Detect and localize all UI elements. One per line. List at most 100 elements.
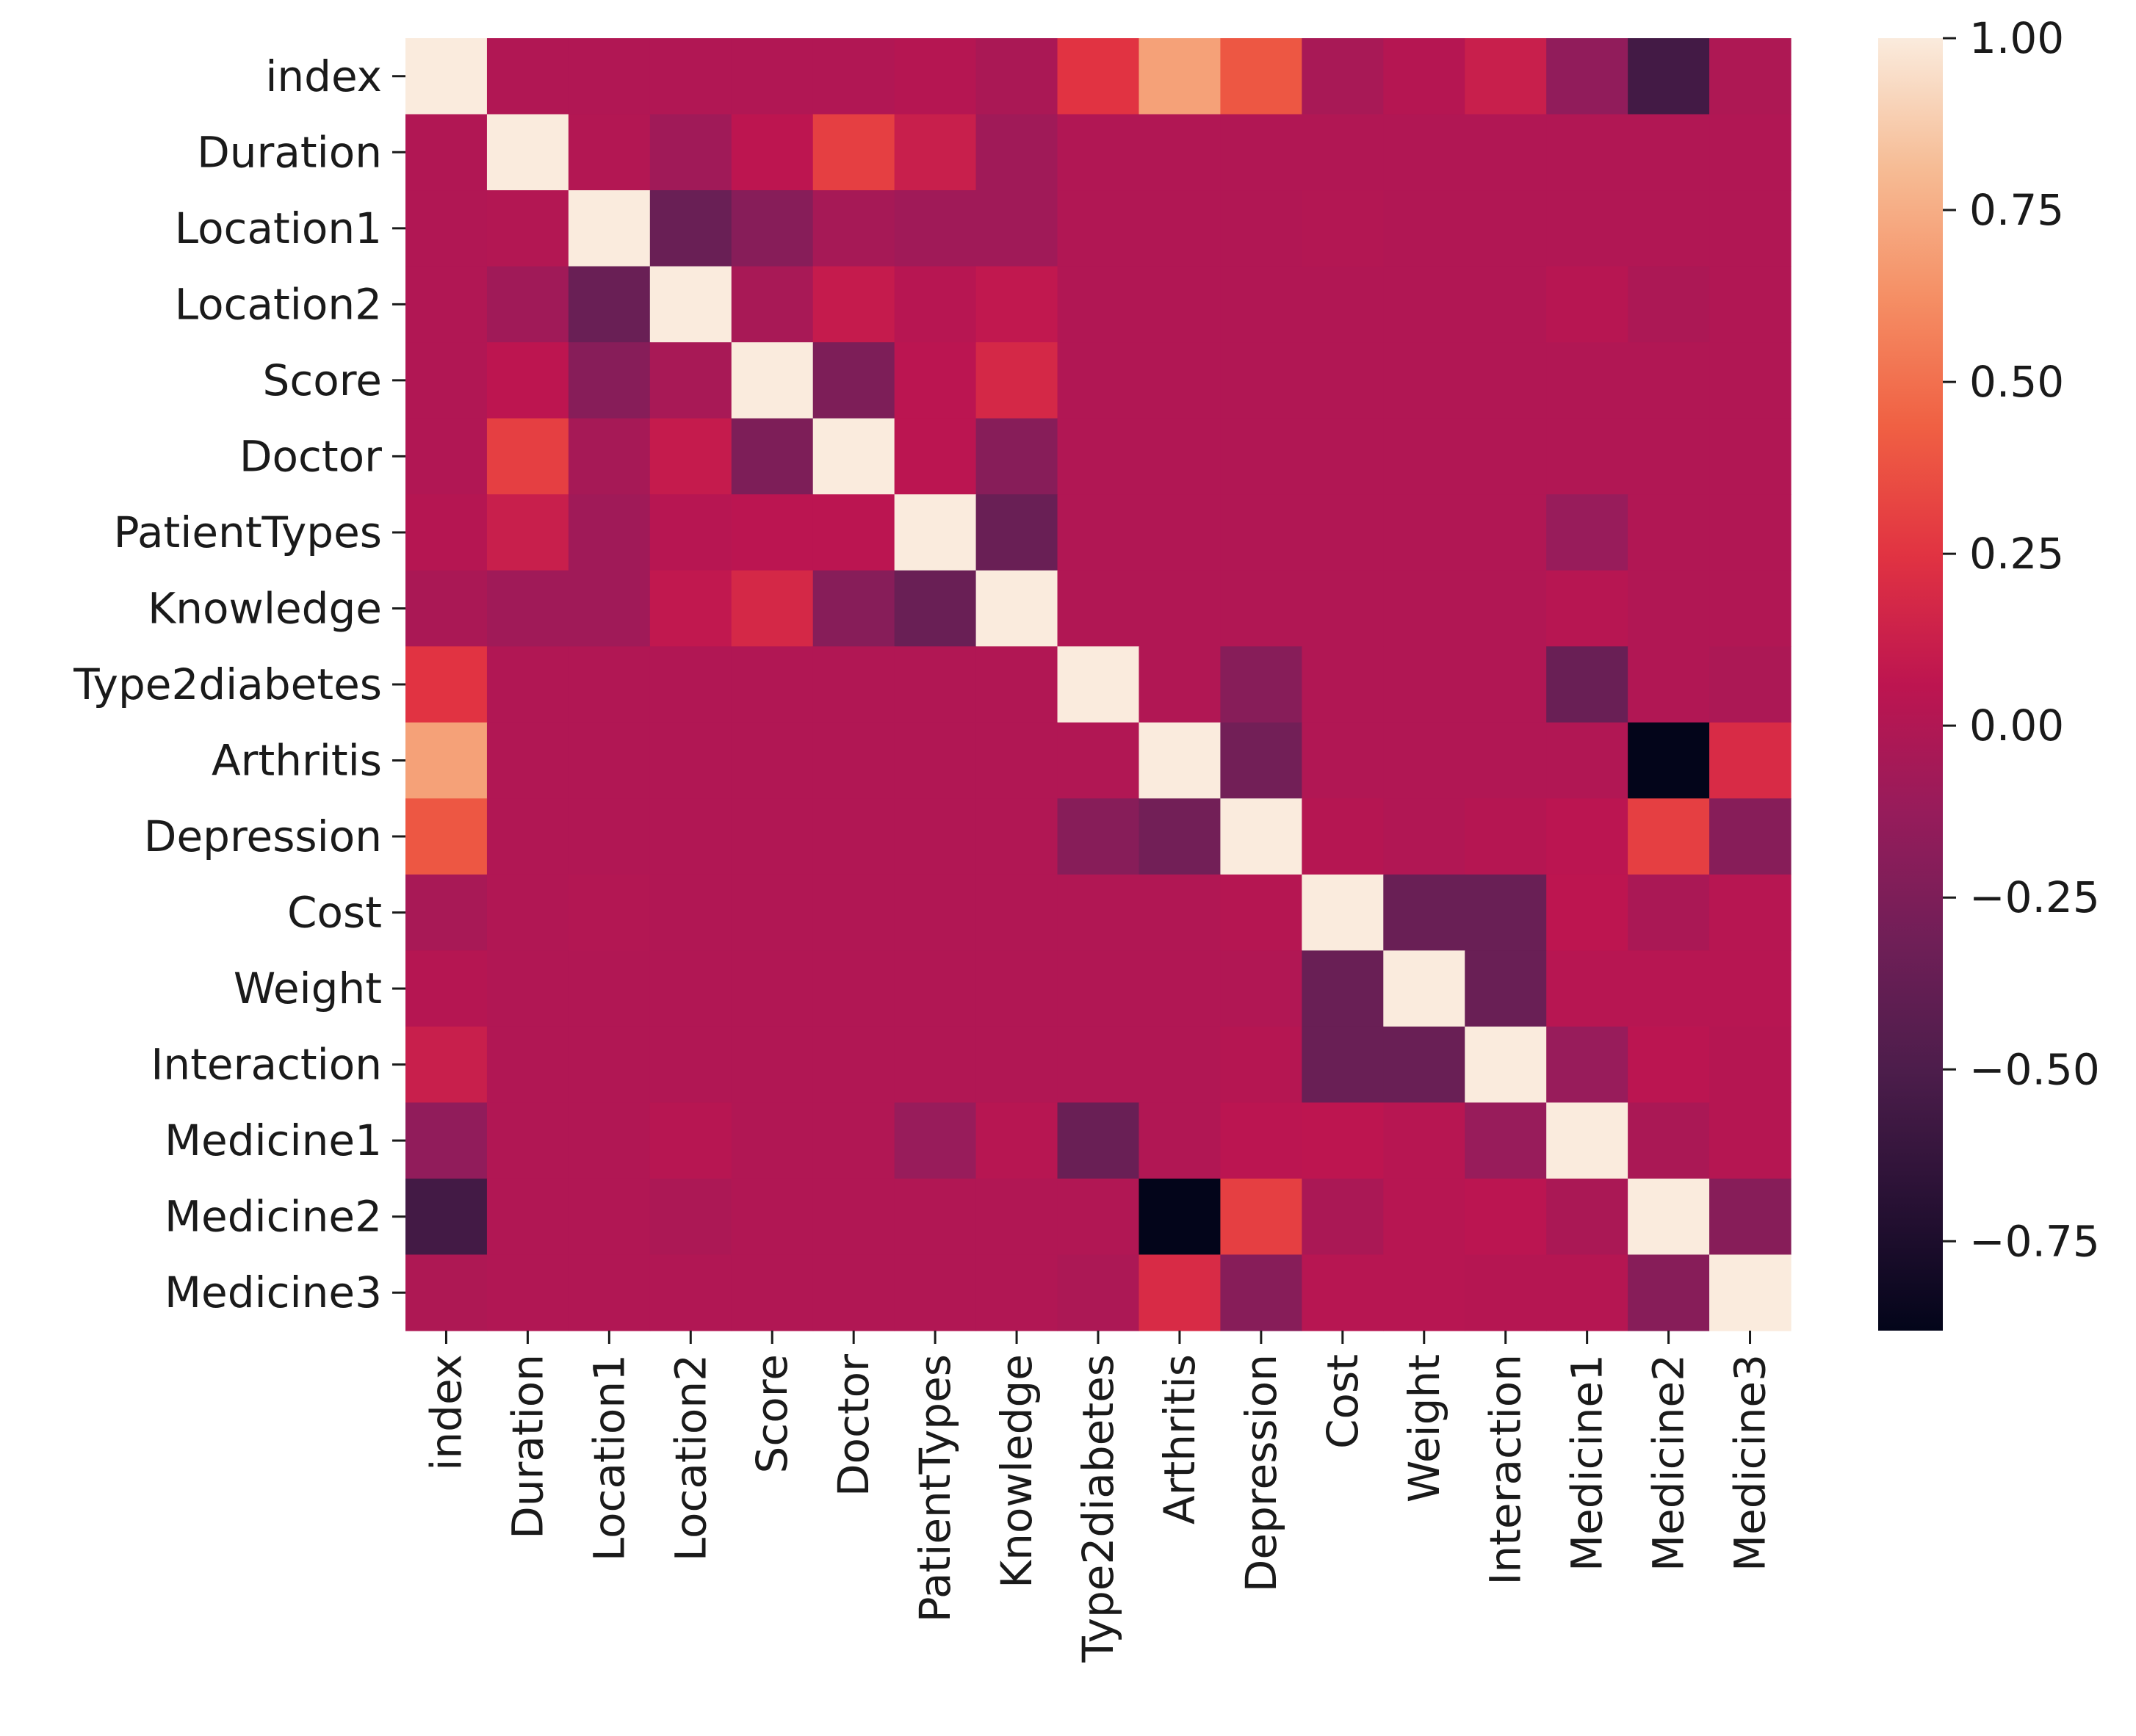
- heatmap-cell-Arthritis-index: [405, 722, 488, 799]
- y-tick-label-Duration: Duration: [197, 127, 382, 177]
- heatmap-cell-Doctor-Score: [731, 418, 814, 495]
- heatmap-cell-Medicine3-index: [405, 1254, 488, 1331]
- heatmap-cell-Medicine2-Knowledge: [975, 1178, 1058, 1256]
- heatmap-cell-Type2diabetes-Weight: [1383, 646, 1465, 723]
- heatmap-cell-Medicine3-Location1: [568, 1254, 651, 1331]
- y-tick-label-Doctor: Doctor: [239, 431, 382, 481]
- heatmap-cell-Doctor-Doctor: [812, 418, 895, 495]
- colorbar-tick-label: 0.00: [1969, 701, 2064, 751]
- heatmap-cell-Medicine3-Depression: [1220, 1254, 1302, 1331]
- heatmap-cell-Score-Location1: [568, 342, 651, 419]
- heatmap-cell-Medicine1-Duration: [486, 1102, 569, 1179]
- heatmap-cell-Depression-Score: [731, 798, 814, 875]
- heatmap-cell-Medicine3-Medicine3: [1709, 1254, 1792, 1331]
- heatmap-cell-PatientTypes-Arthritis: [1139, 494, 1222, 571]
- heatmap-cell-Weight-Medicine2: [1628, 950, 1710, 1027]
- heatmap-cell-Cost-Weight: [1383, 874, 1465, 951]
- heatmap-cell-index-Weight: [1383, 38, 1465, 115]
- heatmap-cell-Weight-Arthritis: [1139, 950, 1222, 1027]
- x-tick-label-Interaction: Interaction: [1481, 1354, 1531, 1585]
- heatmap-cell-Knowledge-Location1: [568, 570, 651, 647]
- x-tick-label-Cost: Cost: [1318, 1354, 1368, 1449]
- heatmap-cell-Score-index: [405, 342, 488, 419]
- heatmap-cell-Arthritis-Interaction: [1465, 722, 1547, 799]
- heatmap-cell-PatientTypes-Cost: [1302, 494, 1384, 571]
- heatmap-cell-Knowledge-Medicine2: [1628, 570, 1710, 647]
- heatmap-cell-Depression-Arthritis: [1139, 798, 1222, 875]
- heatmap-cell-Location2-Location2: [649, 266, 732, 343]
- heatmap-cell-Location2-Medicine2: [1628, 266, 1710, 343]
- colorbar: 1.00 0.75 0.50 0.25 0.00 −0.25 −0.50 −0.75: [1878, 13, 2100, 1331]
- heatmap-cell-PatientTypes-Location1: [568, 494, 651, 571]
- heatmap-cell-Location2-Interaction: [1465, 266, 1547, 343]
- heatmap-cell-Weight-Location2: [649, 950, 732, 1027]
- y-tick-label-index: index: [265, 51, 382, 101]
- heatmap-cell-Location1-Arthritis: [1139, 190, 1222, 267]
- heatmap-cell-Medicine2-Location1: [568, 1178, 651, 1256]
- heatmap-cell-Medicine3-Type2diabetes: [1057, 1254, 1140, 1331]
- y-tick-label-Weight: Weight: [234, 963, 382, 1013]
- heatmap-cell-Interaction-Medicine3: [1709, 1026, 1792, 1104]
- heatmap-cell-Arthritis-PatientTypes: [894, 722, 977, 799]
- heatmap-cell-Knowledge-Medicine1: [1546, 570, 1628, 647]
- heatmap-cell-Medicine2-Location2: [649, 1178, 732, 1256]
- colorbar-tick-label: −0.75: [1969, 1216, 2100, 1266]
- heatmap-cell-Doctor-Duration: [486, 418, 569, 495]
- heatmap-cell-Medicine2-Duration: [486, 1178, 569, 1256]
- x-tick-label-Medicine2: Medicine2: [1644, 1354, 1694, 1572]
- heatmap-cell-Location2-Knowledge: [975, 266, 1058, 343]
- heatmap-cell-Arthritis-Location2: [649, 722, 732, 799]
- heatmap-cell-Doctor-PatientTypes: [894, 418, 977, 495]
- heatmap-cell-Doctor-Depression: [1220, 418, 1302, 495]
- y-tick-label-Location2: Location2: [175, 279, 382, 329]
- y-tick-label-Interaction: Interaction: [151, 1040, 382, 1090]
- heatmap-cell-Score-Duration: [486, 342, 569, 419]
- heatmap-cell-Cost-Arthritis: [1139, 874, 1222, 951]
- heatmap-cell-Knowledge-Cost: [1302, 570, 1384, 647]
- heatmap-cell-Depression-Interaction: [1465, 798, 1547, 875]
- colorbar-tick-label: 0.25: [1969, 529, 2064, 579]
- heatmap-cell-Depression-Type2diabetes: [1057, 798, 1140, 875]
- heatmap-cell-index-Location2: [649, 38, 732, 115]
- heatmap-cell-Type2diabetes-Arthritis: [1139, 646, 1222, 723]
- heatmap-cell-Knowledge-Score: [731, 570, 814, 647]
- heatmap-cell-Score-Type2diabetes: [1057, 342, 1140, 419]
- heatmap-cell-Location2-Medicine3: [1709, 266, 1792, 343]
- x-tick-label-Medicine1: Medicine1: [1562, 1354, 1612, 1572]
- x-tick-label-Medicine3: Medicine3: [1725, 1354, 1775, 1572]
- heatmap-cell-Duration-Location2: [649, 114, 732, 191]
- heatmap-cell-Type2diabetes-Depression: [1220, 646, 1302, 723]
- heatmap-cell-Interaction-PatientTypes: [894, 1026, 977, 1104]
- y-axis-tick-labels: index Duration Location1 Location2 Score Doct…: [73, 51, 405, 1317]
- heatmap-cell-Arthritis-Weight: [1383, 722, 1465, 799]
- heatmap-cell-Weight-Type2diabetes: [1057, 950, 1140, 1027]
- heatmap-cell-Duration-Type2diabetes: [1057, 114, 1140, 191]
- heatmap-cell-Arthritis-Medicine3: [1709, 722, 1792, 799]
- x-tick-label-Score: Score: [747, 1354, 797, 1473]
- heatmap-cell-Location1-Weight: [1383, 190, 1465, 267]
- x-tick-label-Depression: Depression: [1236, 1354, 1286, 1592]
- y-tick-label-Arthritis: Arthritis: [212, 736, 382, 786]
- heatmap-cell-Cost-Type2diabetes: [1057, 874, 1140, 951]
- heatmap-cell-Medicine2-index: [405, 1178, 488, 1256]
- heatmap-cell-Depression-Cost: [1302, 798, 1384, 875]
- heatmap-cell-Cost-Depression: [1220, 874, 1302, 951]
- heatmap-cell-Location1-Location1: [568, 190, 651, 267]
- heatmap-cell-Depression-Medicine1: [1546, 798, 1628, 875]
- y-tick-label-Type2diabetes: Type2diabetes: [73, 659, 382, 709]
- heatmap-cell-Cost-Knowledge: [975, 874, 1058, 951]
- heatmap-cell-Duration-Doctor: [812, 114, 895, 191]
- y-tick-label-Medicine1: Medicine1: [165, 1115, 382, 1165]
- heatmap-cell-Interaction-Arthritis: [1139, 1026, 1222, 1104]
- x-tick-label-Arthritis: Arthritis: [1155, 1354, 1205, 1525]
- heatmap-cell-Duration-Location1: [568, 114, 651, 191]
- heatmap-cell-Weight-Weight: [1383, 950, 1465, 1027]
- heatmap-cell-PatientTypes-Interaction: [1465, 494, 1547, 571]
- heatmap-cell-Type2diabetes-Location2: [649, 646, 732, 723]
- heatmap-cell-PatientTypes-Medicine1: [1546, 494, 1628, 571]
- heatmap-cell-Duration-Medicine3: [1709, 114, 1792, 191]
- heatmap-cell-Medicine3-Medicine2: [1628, 1254, 1710, 1331]
- heatmap-cell-Type2diabetes-Type2diabetes: [1057, 646, 1140, 723]
- heatmap-cell-Weight-Depression: [1220, 950, 1302, 1027]
